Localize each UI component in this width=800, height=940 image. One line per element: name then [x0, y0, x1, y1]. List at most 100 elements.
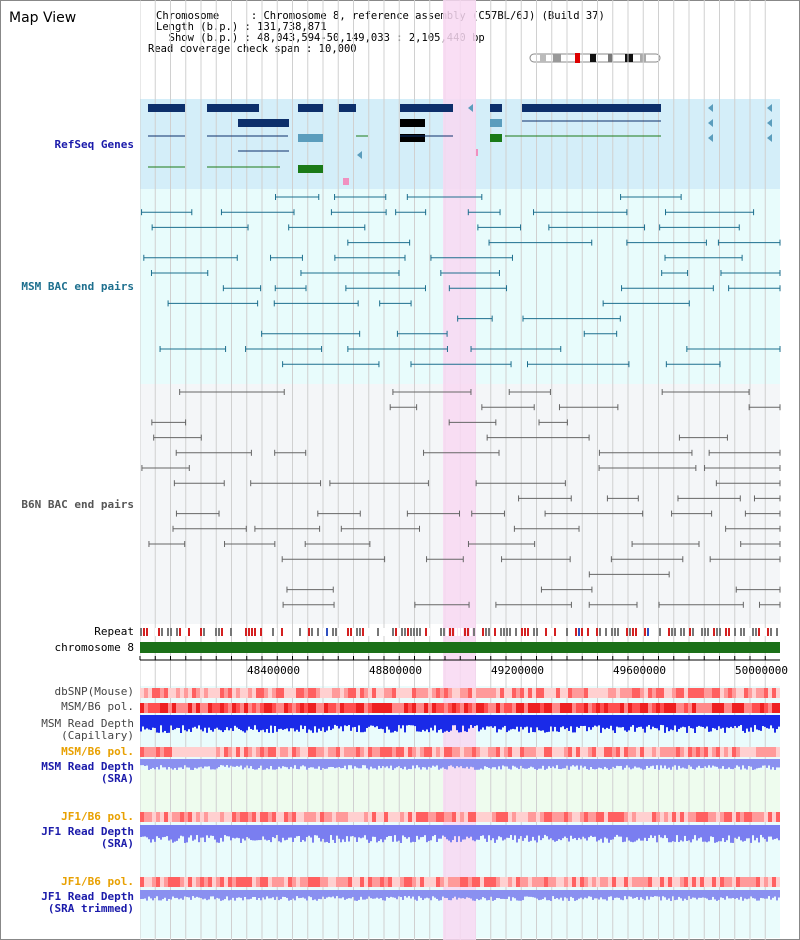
repeat-element — [716, 628, 718, 636]
depth-bar — [634, 825, 636, 842]
depth-bar — [668, 825, 670, 843]
repeat-element — [197, 628, 199, 636]
msm-read-depth-sra-label[interactable]: MSM Read Depth (SRA) — [41, 761, 134, 785]
depth-bar — [634, 759, 636, 767]
depth-bar — [244, 715, 246, 733]
depth-bar — [616, 825, 618, 835]
msm-b6-pol-label[interactable]: MSM/B6 pol. — [61, 700, 134, 713]
heatmap-cell — [504, 747, 508, 757]
depth-bar — [188, 759, 190, 768]
depth-bar — [218, 715, 220, 730]
depth-bar — [376, 759, 378, 770]
heatmap-cell — [736, 747, 740, 757]
depth-bar — [664, 759, 666, 766]
heatmap-cell — [400, 812, 404, 822]
depth-bar — [684, 890, 686, 899]
depth-bar — [488, 890, 490, 901]
depth-bar — [472, 825, 474, 841]
msm-bac-features[interactable] — [141, 194, 781, 368]
heatmap-cell — [264, 688, 268, 698]
repeat-element — [671, 628, 673, 636]
repeat-features[interactable] — [140, 628, 781, 636]
repeat-element — [518, 628, 520, 636]
depth-bar — [710, 890, 712, 900]
depth-bar — [262, 890, 264, 898]
heatmap-cell — [468, 688, 472, 698]
heatmap-cell — [464, 703, 468, 713]
jf1-read-depth-trimmed-label[interactable]: JF1 Read Depth (SRA trimmed) — [41, 891, 134, 915]
heatmap-cell — [452, 747, 456, 757]
msm-bac-label[interactable]: MSM BAC end pairs — [21, 280, 134, 293]
heatmap-cell — [608, 688, 612, 698]
depth-bar — [656, 715, 658, 729]
depth-bar — [554, 759, 556, 769]
repeat-label[interactable]: Repeat — [94, 625, 134, 638]
heatmap-cell — [704, 703, 708, 713]
repeat-element — [728, 628, 730, 636]
heatmap-features[interactable] — [140, 688, 780, 887]
dbsnp-label[interactable]: dbSNP(Mouse) — [54, 685, 134, 698]
depth-bar — [342, 890, 344, 898]
heatmap-cell — [204, 747, 208, 757]
depth-bar — [502, 715, 504, 728]
depth-bar — [698, 759, 700, 766]
heatmap-cell — [664, 703, 668, 713]
heatmap-cell — [156, 812, 160, 822]
depth-bar — [336, 825, 338, 836]
depth-bar — [674, 759, 676, 766]
chromosome-bar[interactable] — [140, 642, 780, 653]
msm-read-depth-capillary-label[interactable]: MSM Read Depth (Capillary) — [41, 718, 134, 742]
depth-bar — [430, 715, 432, 728]
depth-features[interactable] — [140, 715, 780, 901]
b6n-bac-features[interactable] — [141, 389, 781, 608]
heatmap-cell — [444, 688, 448, 698]
depth-bar — [606, 715, 608, 728]
depth-bar — [606, 890, 608, 901]
heatmap-cell — [148, 747, 152, 757]
heatmap-cell — [288, 747, 292, 757]
depth-bar — [762, 825, 764, 838]
depth-bar — [328, 825, 330, 843]
refseq-genes-label[interactable]: RefSeq Genes — [54, 138, 134, 151]
heatmap-cell — [480, 688, 484, 698]
chromosome-label[interactable]: chromosome 8 — [54, 641, 134, 654]
depth-bar — [622, 715, 624, 728]
grid-lines — [140, 0, 766, 940]
depth-bar — [498, 825, 500, 837]
depth-bar — [384, 890, 386, 901]
depth-bar — [338, 890, 340, 899]
depth-bar — [460, 890, 462, 899]
heatmap-cell — [424, 747, 428, 757]
highlight-region[interactable] — [443, 0, 476, 940]
heatmap-cell — [316, 877, 320, 887]
depth-bar — [368, 890, 370, 897]
b6n-bac-label[interactable]: B6N BAC end pairs — [21, 498, 134, 511]
jf1-b6-pol-trimmed-label[interactable]: JF1/B6 pol. — [61, 875, 134, 888]
heatmap-cell — [552, 688, 556, 698]
heatmap-cell — [292, 812, 296, 822]
heatmap-cell — [364, 747, 368, 757]
jf1-b6-pol-label[interactable]: JF1/B6 pol. — [61, 810, 134, 823]
heatmap-cell — [324, 703, 328, 713]
heatmap-cell — [632, 703, 636, 713]
jf1-read-depth-label[interactable]: JF1 Read Depth (SRA) — [41, 826, 134, 850]
depth-bar — [264, 759, 266, 770]
repeat-element — [599, 628, 601, 636]
depth-bar — [746, 890, 748, 900]
repeat-element — [524, 628, 526, 636]
gene-block — [298, 104, 323, 112]
depth-bar — [414, 825, 416, 842]
depth-bar — [478, 715, 480, 732]
heatmap-cell — [428, 688, 432, 698]
heatmap-cell — [532, 703, 536, 713]
msm-b6-pol-sra-label[interactable]: MSM/B6 pol. — [61, 745, 134, 758]
depth-bar — [530, 715, 532, 728]
heatmap-cell — [712, 877, 716, 887]
depth-bar — [554, 825, 556, 842]
repeat-element — [248, 628, 250, 636]
depth-bar — [546, 759, 548, 769]
refseq-gene-features[interactable] — [148, 104, 772, 185]
depth-bar — [172, 715, 174, 731]
depth-bar — [682, 715, 684, 727]
heatmap-cell — [184, 688, 188, 698]
